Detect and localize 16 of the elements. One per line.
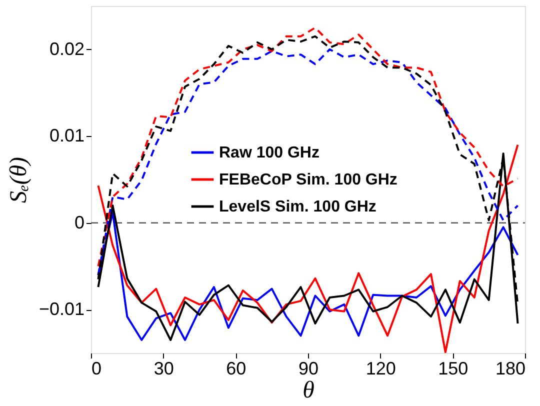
y-tick-label: −0.01 [38,299,84,320]
legend-label: LevelS Sim. 100 GHz [219,198,376,216]
legend-label: Raw 100 GHz [219,144,320,162]
y-tick-label: 0.01 [49,126,84,146]
x-tick-label: 60 [226,358,246,378]
x-tick-label: 90 [298,358,319,378]
x-tick-label: 180 [495,358,526,378]
x-axis-title: θ [302,378,315,404]
y-tick-label: 0.02 [49,38,84,59]
x-tick-label: 0 [92,358,102,378]
x-tick-label: 150 [438,358,468,378]
legend-label: FEBeCoP Sim. 100 GHz [219,172,398,188]
x-tick-label: 120 [366,358,396,378]
y-axis-title: Sₑ(θ) [6,156,32,204]
y-tick-label: 0 [74,212,84,232]
x-tick-label: 30 [154,358,174,378]
